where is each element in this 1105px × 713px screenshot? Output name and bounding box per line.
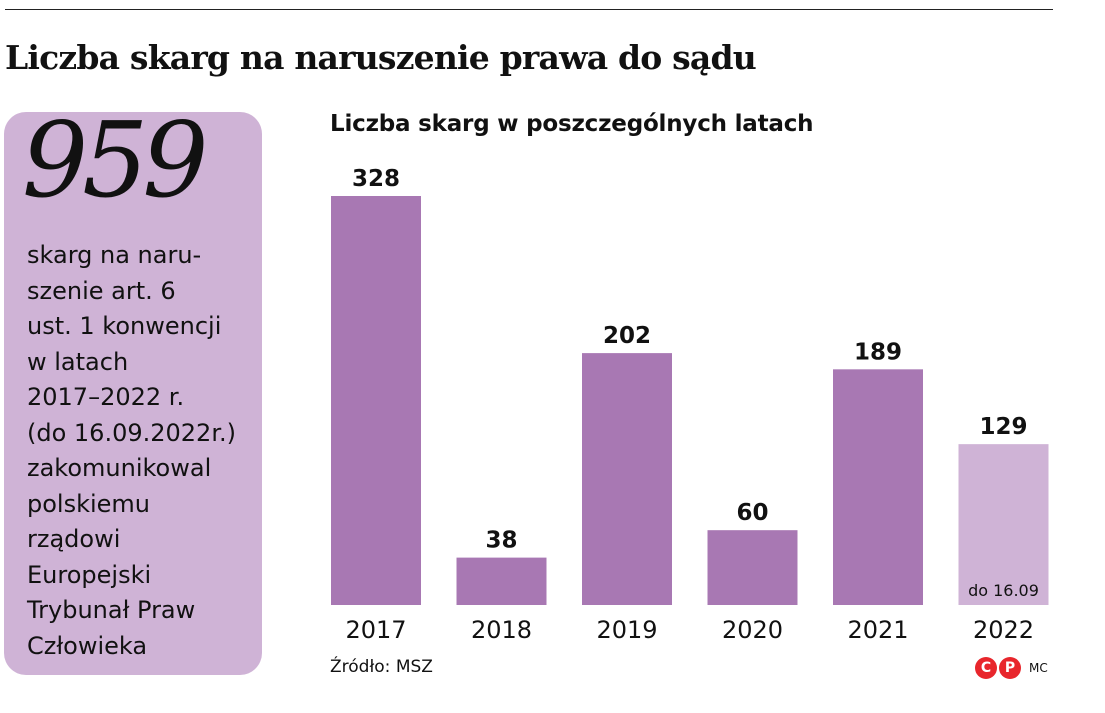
x-tick-2017: 2017	[345, 616, 406, 644]
value-label-2019: 202	[603, 323, 651, 349]
source-note: Źródło: MSZ	[330, 657, 433, 677]
page-title: Liczba skarg na naruszenie prawa do sądu	[5, 38, 757, 77]
bar-2020	[707, 530, 798, 605]
summary-box	[4, 112, 262, 675]
value-label-2021: 189	[854, 339, 902, 365]
x-tick-2019: 2019	[596, 616, 657, 644]
summary-text: skarg na naru- szenie art. 6 ust. 1 konw…	[27, 241, 236, 660]
bar-annotation-2022: do 16.09	[968, 581, 1039, 600]
x-tick-2018: 2018	[471, 616, 532, 644]
value-label-2017: 328	[352, 166, 400, 192]
credits: C P MC	[975, 657, 1048, 679]
value-label-2018: 38	[485, 528, 517, 554]
top-rule	[5, 9, 1053, 10]
bar-2018	[456, 557, 547, 605]
x-tick-2022: 2022	[973, 616, 1034, 644]
value-label-2020: 60	[736, 500, 768, 526]
bar-2017	[331, 196, 421, 605]
value-label-2022: 129	[979, 414, 1027, 440]
chart-title: Liczba skarg w poszczególnych latach	[330, 111, 814, 137]
x-tick-2020: 2020	[722, 616, 783, 644]
bar-2019	[582, 353, 672, 605]
bar-2021	[833, 369, 923, 605]
x-tick-2021: 2021	[847, 616, 908, 644]
summary-number: 959	[22, 99, 208, 221]
copyright-icon: C	[975, 657, 997, 679]
bar-2022	[958, 444, 1049, 605]
press-p-icon: P	[999, 657, 1021, 679]
author-initials: MC	[1029, 661, 1048, 675]
